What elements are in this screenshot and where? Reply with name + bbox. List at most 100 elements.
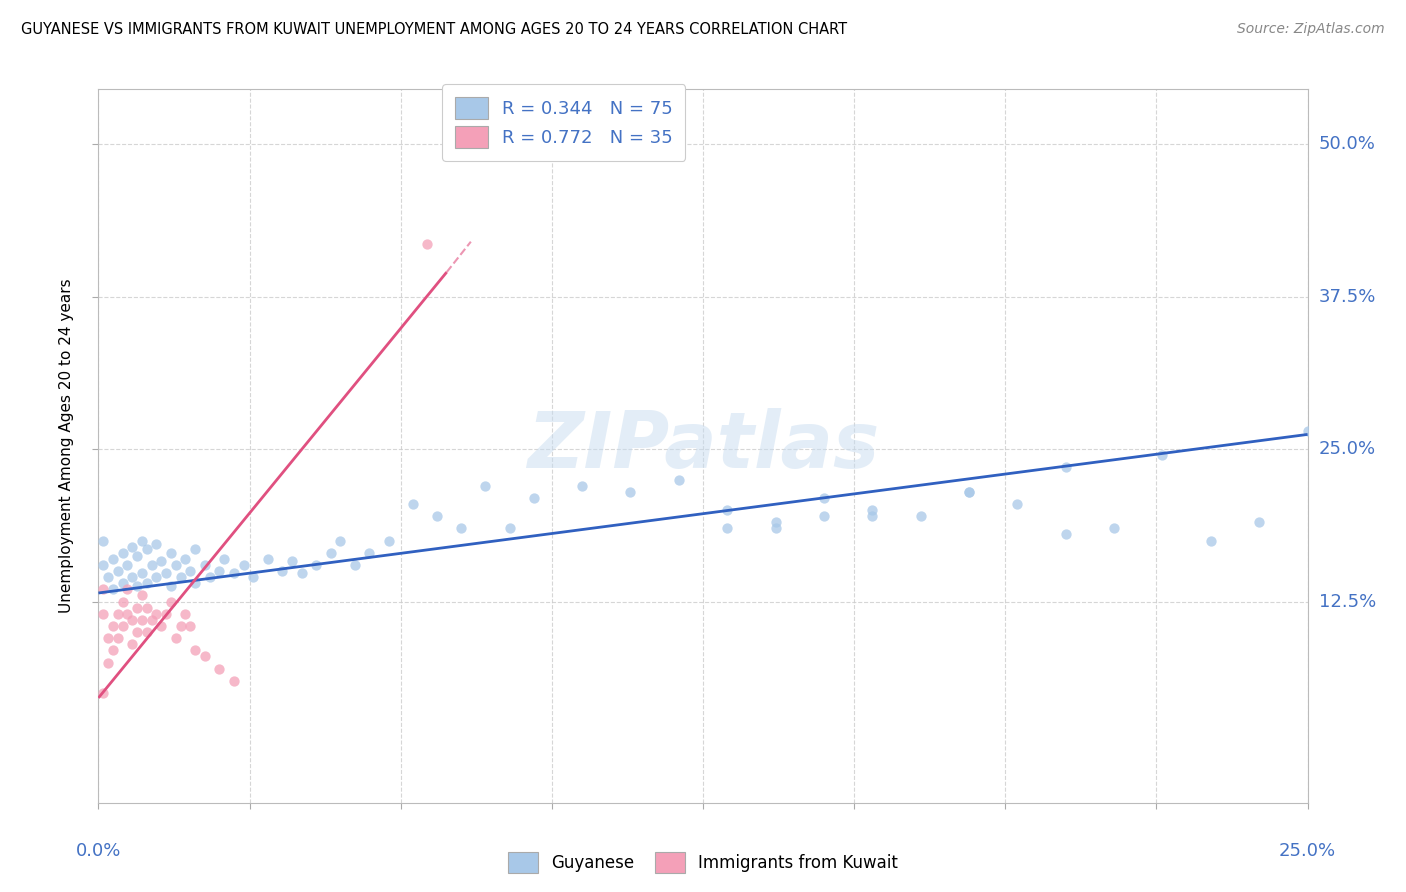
- Point: [212, 551, 235, 566]
- Point: [716, 503, 738, 517]
- Point: [155, 607, 177, 621]
- Point: [1007, 497, 1029, 511]
- Point: [121, 613, 143, 627]
- Text: Source: ZipAtlas.com: Source: ZipAtlas.com: [1237, 22, 1385, 37]
- Point: [111, 594, 134, 608]
- Point: [426, 509, 449, 524]
- Point: [1296, 424, 1319, 438]
- Point: [179, 564, 201, 578]
- Text: 0.0%: 0.0%: [76, 842, 121, 860]
- Text: 12.5%: 12.5%: [1319, 592, 1376, 610]
- Text: ZIPatlas: ZIPatlas: [527, 408, 879, 484]
- Point: [141, 613, 163, 627]
- Point: [208, 662, 231, 676]
- Point: [184, 643, 207, 657]
- Point: [1199, 533, 1222, 548]
- Point: [107, 564, 129, 578]
- Point: [135, 576, 157, 591]
- Y-axis label: Unemployment Among Ages 20 to 24 years: Unemployment Among Ages 20 to 24 years: [59, 278, 75, 614]
- Point: [111, 546, 134, 560]
- Point: [174, 551, 197, 566]
- Point: [765, 515, 787, 529]
- Point: [450, 521, 472, 535]
- Legend: Guyanese, Immigrants from Kuwait: Guyanese, Immigrants from Kuwait: [502, 846, 904, 880]
- Point: [135, 542, 157, 557]
- Point: [1249, 515, 1271, 529]
- Point: [242, 570, 264, 584]
- Text: 25.0%: 25.0%: [1279, 842, 1336, 860]
- Point: [523, 491, 546, 505]
- Point: [160, 579, 183, 593]
- Point: [111, 619, 134, 633]
- Point: [121, 637, 143, 651]
- Point: [319, 546, 342, 560]
- Point: [194, 558, 217, 572]
- Point: [860, 509, 883, 524]
- Point: [957, 484, 980, 499]
- Text: 50.0%: 50.0%: [1319, 135, 1375, 153]
- Point: [232, 558, 254, 572]
- Point: [111, 576, 134, 591]
- Point: [135, 600, 157, 615]
- Point: [150, 554, 173, 568]
- Point: [1054, 460, 1077, 475]
- Point: [813, 509, 835, 524]
- Point: [765, 521, 787, 535]
- Point: [97, 570, 120, 584]
- Point: [169, 619, 191, 633]
- Point: [474, 478, 496, 492]
- Point: [135, 625, 157, 640]
- Point: [127, 549, 149, 564]
- Text: 25.0%: 25.0%: [1319, 440, 1376, 458]
- Point: [359, 546, 381, 560]
- Point: [179, 619, 201, 633]
- Point: [174, 607, 197, 621]
- Point: [91, 582, 114, 597]
- Point: [860, 503, 883, 517]
- Point: [619, 484, 641, 499]
- Point: [131, 533, 153, 548]
- Point: [498, 521, 520, 535]
- Point: [160, 594, 183, 608]
- Point: [305, 558, 328, 572]
- Point: [107, 607, 129, 621]
- Point: [169, 570, 191, 584]
- Point: [141, 558, 163, 572]
- Point: [131, 589, 153, 603]
- Point: [101, 551, 124, 566]
- Text: GUYANESE VS IMMIGRANTS FROM KUWAIT UNEMPLOYMENT AMONG AGES 20 TO 24 YEARS CORREL: GUYANESE VS IMMIGRANTS FROM KUWAIT UNEMP…: [21, 22, 848, 37]
- Point: [121, 540, 143, 554]
- Point: [910, 509, 932, 524]
- Point: [91, 686, 114, 700]
- Point: [91, 558, 114, 572]
- Point: [160, 546, 183, 560]
- Point: [416, 237, 439, 252]
- Point: [91, 533, 114, 548]
- Point: [145, 537, 167, 551]
- Point: [131, 566, 153, 581]
- Point: [194, 649, 217, 664]
- Point: [957, 484, 980, 499]
- Point: [222, 566, 245, 581]
- Point: [121, 570, 143, 584]
- Point: [668, 473, 690, 487]
- Point: [1054, 527, 1077, 541]
- Point: [127, 600, 149, 615]
- Point: [97, 631, 120, 645]
- Point: [165, 558, 187, 572]
- Point: [117, 582, 139, 597]
- Point: [145, 570, 167, 584]
- Point: [127, 625, 149, 640]
- Point: [256, 551, 278, 566]
- Point: [329, 533, 352, 548]
- Point: [290, 566, 312, 581]
- Point: [150, 619, 173, 633]
- Point: [343, 558, 366, 572]
- Point: [716, 521, 738, 535]
- Text: 37.5%: 37.5%: [1319, 287, 1376, 306]
- Point: [145, 607, 167, 621]
- Point: [222, 673, 245, 688]
- Point: [155, 566, 177, 581]
- Point: [165, 631, 187, 645]
- Point: [1102, 521, 1125, 535]
